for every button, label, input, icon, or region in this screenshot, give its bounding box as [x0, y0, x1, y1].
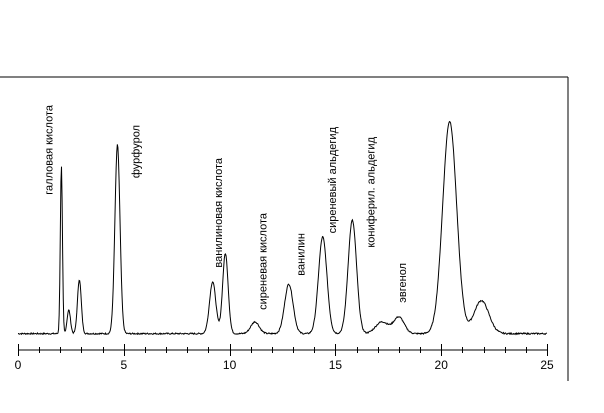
x-tick-label: 10: [223, 358, 237, 372]
peak-label: эвгенол: [397, 263, 409, 303]
x-tick-label: 5: [120, 358, 127, 372]
peak-label: кониферил. альдегид: [365, 136, 377, 247]
peak-label: сиреневый альдегид: [327, 126, 339, 233]
plot-frame: [0, 76, 569, 381]
x-tick-label: 25: [540, 358, 554, 372]
chromatogram-line: [17, 120, 548, 336]
x-axis: 0 5 10 15 20 25: [15, 344, 554, 372]
peak-labels: галловая кислота фурфурол ванилиновая кисл…: [44, 104, 409, 310]
peak-label: галловая кислота: [44, 104, 56, 195]
x-tick-label: 15: [329, 358, 343, 372]
peak-label: фурфурол: [130, 125, 142, 178]
x-tick-label: 20: [435, 358, 449, 372]
x-tick-label: 0: [15, 358, 22, 372]
peak-label: сиреневая кислота: [257, 212, 269, 310]
peak-label: ванилиновая кислота: [213, 157, 225, 267]
chromatogram-trace-group: [17, 120, 548, 336]
peak-label: ванилин: [295, 233, 307, 276]
